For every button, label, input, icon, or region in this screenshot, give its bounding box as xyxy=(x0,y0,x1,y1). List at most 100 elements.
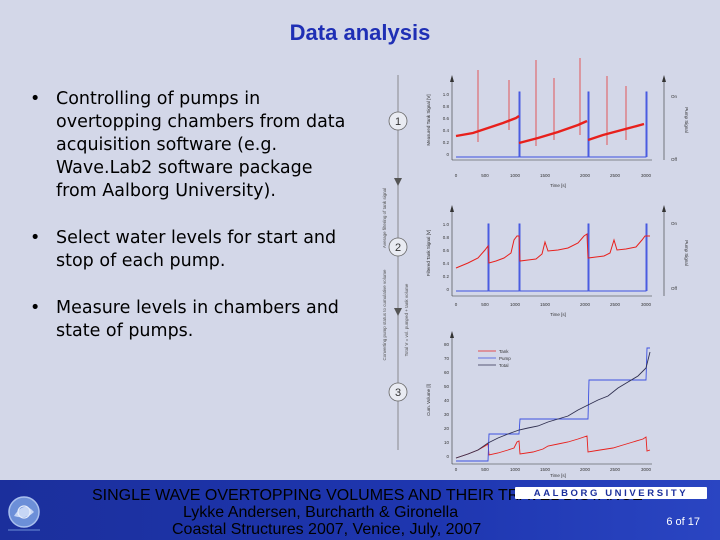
plot-measured-tank-signal: 1.0 0.8 0.6 0.4 0.2 0 0 500 1000 1500 20… xyxy=(426,58,689,188)
off-label: Off xyxy=(671,157,678,162)
y-axis-label: Filtered Tank Signal [V] xyxy=(426,230,431,276)
svg-text:0.2: 0.2 xyxy=(443,274,450,279)
step-circle xyxy=(388,237,408,257)
svg-text:1.0: 1.0 xyxy=(443,92,450,97)
footer-authors: Lykke Andersen, Burcharth & Gironella xyxy=(183,504,459,521)
svg-text:0: 0 xyxy=(455,173,458,178)
svg-text:0.8: 0.8 xyxy=(443,235,450,240)
right-axis-label: Pump Signal xyxy=(684,107,689,133)
x-axis-label: Time [s] xyxy=(550,183,566,188)
svg-text:500: 500 xyxy=(481,302,489,307)
total-volume-line xyxy=(455,351,651,459)
footer-title: SINGLE WAVE OVERTOPPING VOLUMES AND THEI… xyxy=(92,487,643,504)
svg-text:3000: 3000 xyxy=(641,467,652,472)
flow-arrow xyxy=(394,178,402,186)
svg-text:1500: 1500 xyxy=(540,173,551,178)
svg-text:0: 0 xyxy=(455,467,458,472)
svg-text:Pump: Pump xyxy=(499,356,511,361)
svg-text:2000: 2000 xyxy=(580,302,591,307)
svg-text:0: 0 xyxy=(446,152,449,157)
x-axis-label: Time [s] xyxy=(550,473,566,478)
y-axis-label: Cum. Volume [l] xyxy=(426,384,431,416)
svg-text:0.8: 0.8 xyxy=(443,104,450,109)
arrow-label: Total V = vol. pumped + tank volume xyxy=(404,283,409,356)
step-circle xyxy=(388,382,408,402)
off-label: Off xyxy=(671,286,678,291)
svg-text:Tank: Tank xyxy=(499,349,509,354)
svg-text:500: 500 xyxy=(481,173,489,178)
on-label: On xyxy=(671,94,678,99)
pump-signal-line xyxy=(456,91,648,158)
right-axis-label: Pump Signal xyxy=(684,240,689,266)
x-ticks: 0 500 1000 1500 2000 2500 3000 xyxy=(455,173,652,178)
svg-text:2000: 2000 xyxy=(580,173,591,178)
svg-text:2500: 2500 xyxy=(610,302,621,307)
plot-cumulative-volume: 80 70 60 50 40 30 20 10 0 0 500 1000 150… xyxy=(426,331,652,478)
svg-text:2500: 2500 xyxy=(610,173,621,178)
svg-text:60: 60 xyxy=(444,370,450,375)
y-axis-label: Measured Tank Signal [V] xyxy=(426,94,431,145)
slide-title: Data analysis xyxy=(289,20,431,45)
svg-text:Total: Total xyxy=(499,363,509,368)
svg-text:1.0: 1.0 xyxy=(443,222,450,227)
svg-text:1000: 1000 xyxy=(510,467,521,472)
y-ticks: 1.0 0.8 0.6 0.4 0.2 0 xyxy=(443,92,450,157)
analysis-figure: 1 2 3 Average filtering of tank signal C… xyxy=(382,58,689,478)
bullet-list: Controlling of pumps in overtopping cham… xyxy=(28,88,348,367)
svg-text:1500: 1500 xyxy=(540,467,551,472)
university-name: AALBORG UNIVERSITY xyxy=(533,487,689,499)
tank-signal-line xyxy=(455,115,645,145)
svg-text:80: 80 xyxy=(444,342,450,347)
svg-text:0.6: 0.6 xyxy=(443,116,450,121)
bullet-item: Controlling of pumps in overtopping cham… xyxy=(28,88,348,203)
svg-text:0.6: 0.6 xyxy=(443,248,450,253)
svg-text:3000: 3000 xyxy=(641,302,652,307)
svg-text:0: 0 xyxy=(446,287,449,292)
flow-arrow xyxy=(394,308,402,316)
y-ticks: 80 70 60 50 40 30 20 10 0 xyxy=(444,342,450,459)
pump-volume-line xyxy=(456,347,650,462)
tank-signal-spikes xyxy=(477,58,627,146)
y-ticks: 1.0 0.8 0.6 0.4 0.2 0 xyxy=(443,222,450,292)
step-label: 3 xyxy=(395,387,401,399)
on-label: On xyxy=(671,221,678,226)
svg-text:1000: 1000 xyxy=(510,173,521,178)
footer-conference: Coastal Structures 2007, Venice, July, 2… xyxy=(172,521,482,538)
svg-text:40: 40 xyxy=(444,398,450,403)
svg-text:2000: 2000 xyxy=(580,467,591,472)
svg-text:500: 500 xyxy=(481,467,489,472)
svg-text:20: 20 xyxy=(444,426,450,431)
svg-text:0.4: 0.4 xyxy=(443,128,450,133)
university-seal-icon xyxy=(8,496,40,531)
svg-text:50: 50 xyxy=(444,384,450,389)
svg-text:0: 0 xyxy=(446,454,449,459)
step-label: 1 xyxy=(395,116,401,128)
plot-filtered-tank-signal: 1.0 0.8 0.6 0.4 0.2 0 0 500 1000 1500 20… xyxy=(426,205,689,317)
x-axis-label: Time [s] xyxy=(550,312,566,317)
svg-text:10: 10 xyxy=(444,440,450,445)
bullet-item: Select water levels for start and stop o… xyxy=(28,227,348,273)
svg-text:0.4: 0.4 xyxy=(443,261,450,266)
bullet-item: Measure levels in chambers and state of … xyxy=(28,297,348,343)
svg-text:2500: 2500 xyxy=(610,467,621,472)
arrow-label: Converting pump status to cumulative vol… xyxy=(382,269,387,361)
x-ticks: 0 500 1000 1500 2000 2500 3000 xyxy=(455,467,652,472)
svg-text:70: 70 xyxy=(444,356,450,361)
svg-text:1000: 1000 xyxy=(510,302,521,307)
page-indicator: 6 of 17 xyxy=(666,516,700,528)
step-circle xyxy=(388,111,408,131)
svg-text:1500: 1500 xyxy=(540,302,551,307)
tank-signal-line xyxy=(455,233,650,269)
svg-text:3000: 3000 xyxy=(641,173,652,178)
step-label: 2 xyxy=(395,242,401,254)
svg-text:0: 0 xyxy=(455,302,458,307)
university-logo: AALBORG UNIVERSITY xyxy=(515,487,707,499)
svg-text:30: 30 xyxy=(444,412,450,417)
pump-signal-line xyxy=(456,223,648,292)
tank-volume-line xyxy=(455,435,651,459)
x-ticks: 0 500 1000 1500 2000 2500 3000 xyxy=(455,302,652,307)
svg-text:0.2: 0.2 xyxy=(443,140,450,145)
arrow-label: Average filtering of tank signal xyxy=(382,188,387,248)
legend: Tank Pump Total xyxy=(478,349,511,368)
